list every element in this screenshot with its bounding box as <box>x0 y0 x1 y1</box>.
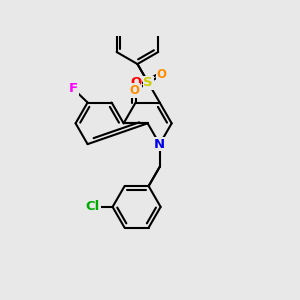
Text: F: F <box>69 82 78 95</box>
Text: O: O <box>130 84 140 97</box>
Text: N: N <box>154 138 165 151</box>
Text: S: S <box>143 76 153 89</box>
Text: O: O <box>132 0 143 2</box>
Text: O: O <box>157 68 167 81</box>
Text: Cl: Cl <box>86 200 100 213</box>
Text: O: O <box>130 76 141 88</box>
